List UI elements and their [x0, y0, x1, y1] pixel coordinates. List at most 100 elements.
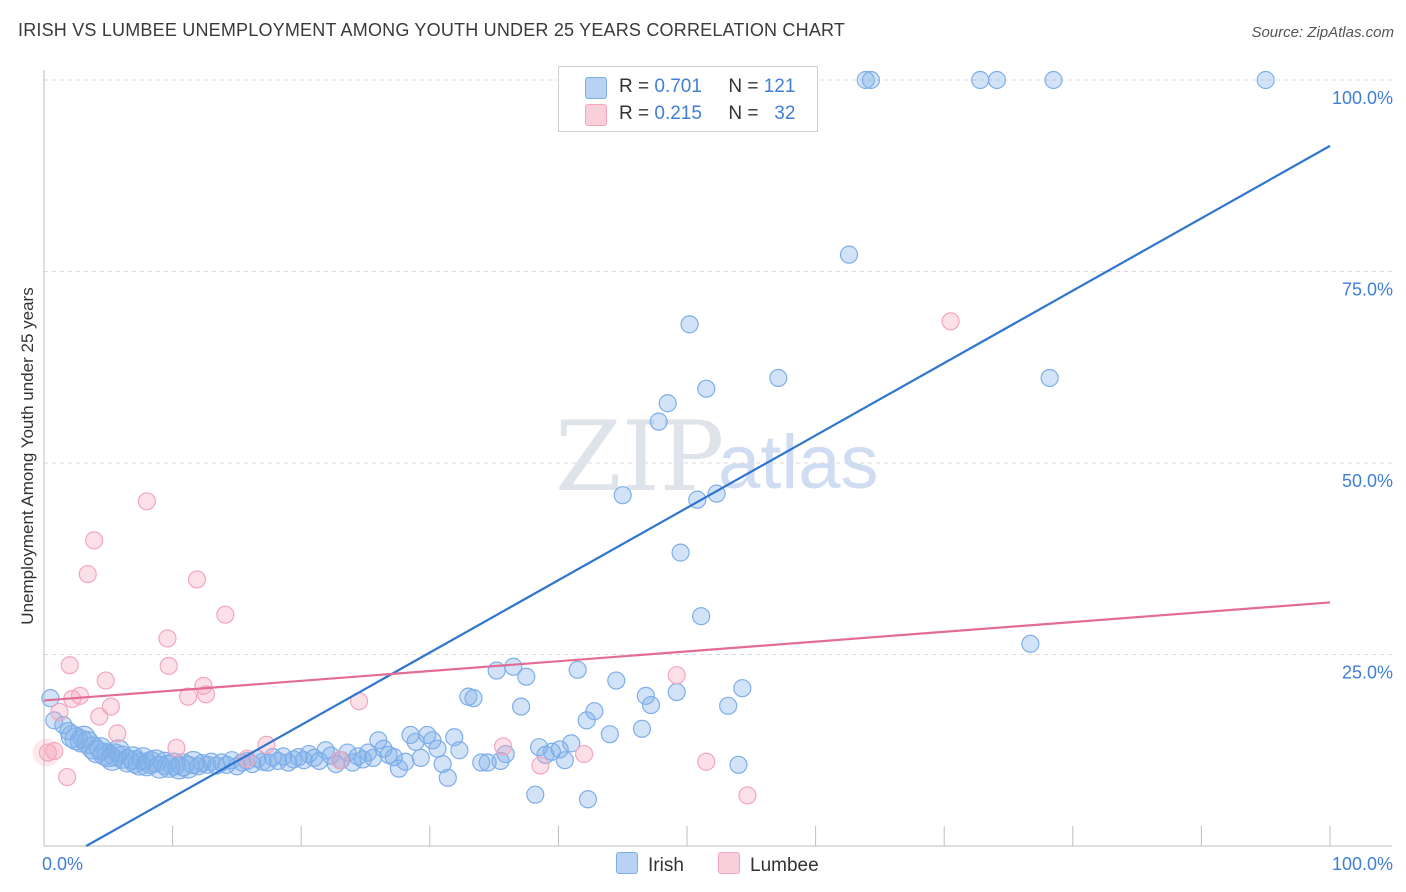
lumbee-legend-label: Lumbee [750, 855, 819, 876]
lumbee-point [575, 744, 594, 764]
y-tick-label: 75.0% [1342, 280, 1393, 300]
irish-point [396, 752, 415, 771]
irish-point [289, 748, 308, 767]
watermark: ZIP atlas [555, 401, 879, 513]
bottom-legend-irish: Irish [616, 852, 684, 877]
lumbee-point [101, 697, 120, 716]
irish-point [81, 736, 105, 760]
lumbee-point [178, 687, 198, 706]
lumbee-n-label: N = [728, 103, 759, 124]
lumbee-point [238, 749, 257, 768]
irish-point [472, 753, 491, 772]
irish-point [729, 755, 748, 774]
irish-point [550, 740, 569, 759]
x-tick-label: 0.0% [42, 854, 83, 874]
lumbee-point [70, 686, 90, 705]
irish-point [578, 790, 598, 809]
axes [43, 70, 1392, 847]
irish-point [671, 543, 690, 562]
irish-r-label: R = [619, 76, 650, 97]
correlation-legend: R = 0.701 N = 121 R = 0.215 N = 32 [558, 66, 818, 132]
lumbee-point [50, 702, 69, 722]
irish-point [577, 711, 596, 730]
irish-point [585, 702, 604, 721]
irish-point [338, 743, 357, 762]
lumbee-points [32, 312, 960, 805]
irish-point [987, 70, 1007, 90]
lumbee-point [330, 751, 349, 770]
irish-point [464, 689, 483, 708]
x-tick-labels: 0.0% 100.0% [42, 854, 1393, 874]
irish-legend-swatch [616, 852, 638, 874]
irish-swatch [585, 77, 607, 99]
irish-point [428, 739, 447, 758]
irish-point [121, 746, 145, 770]
lumbee-point [38, 743, 57, 762]
irish-point [504, 657, 523, 676]
lumbee-point [85, 531, 104, 550]
watermark-zip: ZIP [555, 401, 724, 513]
irish-point [358, 743, 378, 762]
irish-point [1040, 368, 1059, 388]
irish-point [384, 748, 403, 767]
bottom-legend-lumbee: Lumbee [718, 852, 819, 877]
irish-point [411, 748, 430, 768]
irish-point [636, 686, 655, 705]
irish-point [1021, 634, 1040, 653]
irish-point [517, 667, 536, 686]
lumbee-point [167, 738, 186, 758]
irish-legend-label: Irish [648, 855, 684, 876]
lumbee-point [738, 786, 757, 805]
lumbee-point [196, 685, 216, 704]
irish-trend-line [85, 144, 1331, 847]
lumbee-point [158, 629, 177, 648]
y-axis-label: Unemployment Among Youth under 25 years [18, 287, 37, 624]
lumbee-point [90, 707, 109, 726]
irish-point [719, 696, 738, 715]
lumbee-legend-swatch [718, 852, 740, 874]
lumbee-point [667, 666, 686, 685]
irish-point [512, 697, 531, 716]
chart-title: IRISH VS LUMBEE UNEMPLOYMENT AMONG YOUTH… [18, 20, 846, 40]
irish-point [839, 245, 859, 264]
irish-point [658, 394, 677, 413]
irish-point [153, 751, 177, 775]
irish-point [103, 743, 127, 767]
lumbee-point [531, 756, 550, 775]
lumbee-point [941, 312, 960, 331]
irish-point [348, 747, 367, 766]
source-label: Source: ZipAtlas.com [1251, 24, 1394, 41]
irish-point [856, 70, 875, 90]
y-tick-labels: 25.0% 50.0% 75.0% 100.0% [1332, 88, 1393, 683]
irish-point [568, 660, 587, 679]
irish-point [1256, 70, 1275, 90]
irish-point [418, 725, 437, 745]
irish-point [769, 368, 788, 388]
irish-point [641, 695, 661, 715]
irish-point [1044, 70, 1063, 90]
lumbee-point [494, 737, 513, 756]
irish-point [450, 741, 469, 760]
x-tick-label: 100.0% [1332, 854, 1393, 874]
lumbee-r-label: R = [619, 103, 650, 124]
lumbee-point [137, 492, 156, 511]
lumbee-point [108, 724, 127, 743]
irish-r-value: 0.701 [654, 76, 702, 97]
trend-lines [43, 144, 1331, 847]
irish-point [607, 671, 626, 690]
lumbee-point [45, 741, 64, 761]
irish-point [680, 315, 699, 334]
lumbee-r-value: 0.215 [654, 103, 702, 124]
lumbee-swatch [585, 104, 607, 126]
irish-point [279, 753, 298, 772]
watermark-atlas: atlas [718, 420, 879, 505]
irish-point [667, 682, 686, 702]
irish-point [632, 719, 652, 738]
irish-point [861, 70, 880, 90]
y-tick-label: 100.0% [1332, 88, 1393, 108]
irish-point [649, 412, 668, 431]
lumbee-trend-line [43, 601, 1331, 702]
lumbee-point [187, 570, 207, 589]
irish-point [253, 752, 272, 771]
